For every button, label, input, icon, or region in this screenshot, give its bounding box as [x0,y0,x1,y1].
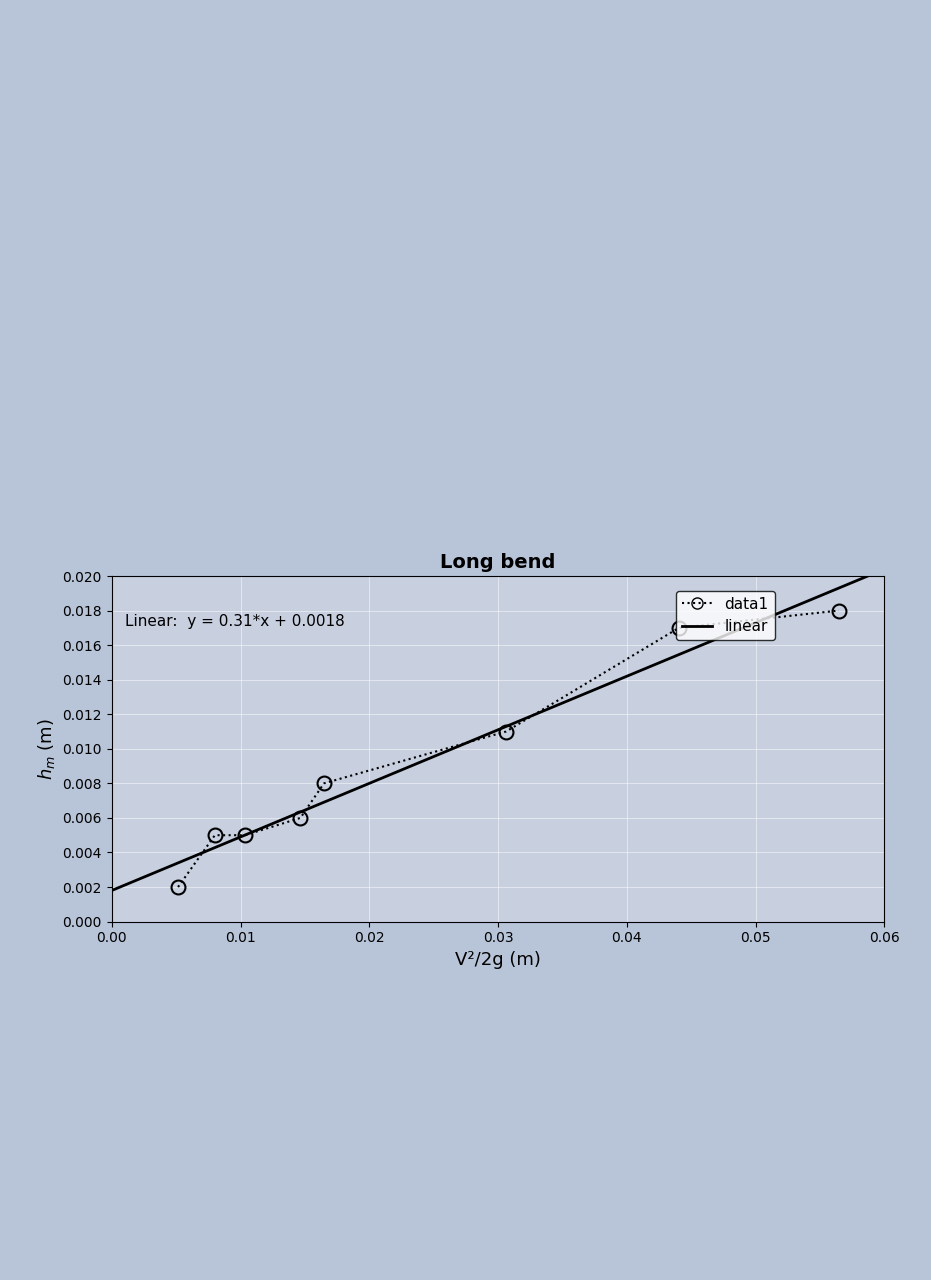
Line: data1: data1 [171,604,846,893]
Text: Linear:  y = 0.31*x + 0.0018: Linear: y = 0.31*x + 0.0018 [125,614,344,628]
data1 [501,723,512,739]
data1 [295,810,306,826]
Title: Long bend: Long bend [440,553,556,572]
linear [312,797,323,813]
data1 [239,827,250,842]
linear [106,883,117,899]
data1 [172,879,183,895]
data1 [673,620,684,635]
linear [153,864,164,879]
X-axis label: V²/2g (m): V²/2g (m) [455,951,541,969]
Line: linear: linear [112,570,884,891]
linear [879,562,890,577]
data1 [318,776,330,791]
data1 [833,603,844,618]
linear [840,577,851,593]
Legend: data1, linear: data1, linear [676,590,775,640]
linear [250,823,261,838]
linear [137,870,148,886]
Y-axis label: $h_m$ (m): $h_m$ (m) [35,718,57,780]
data1 [209,827,221,842]
linear [813,589,824,604]
